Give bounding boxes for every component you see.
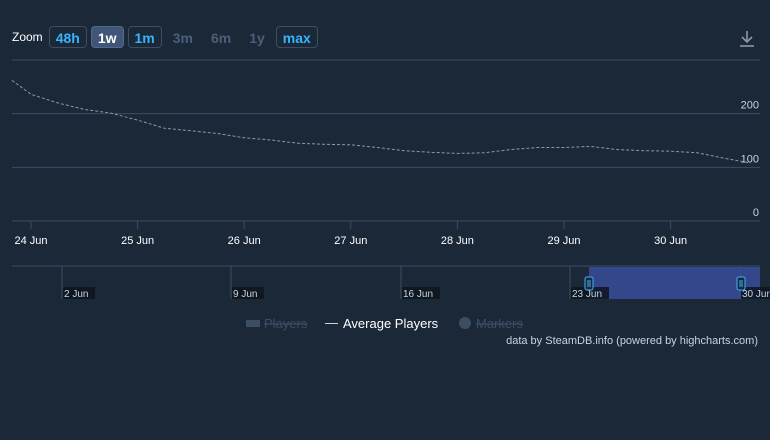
y-tick-label-100: 100 [741, 153, 759, 165]
legend-item-players[interactable]: Players [246, 316, 308, 331]
x-tick-label: 25 Jun [121, 235, 154, 247]
x-axis: 24 Jun 25 Jun 26 Jun 27 Jun 28 Jun 29 Jun 30 J… [14, 221, 687, 247]
zoom-button-1y[interactable]: 1y [249, 30, 265, 46]
data-point [350, 144, 352, 146]
data-point [377, 147, 379, 149]
data-point [510, 149, 512, 151]
navigator-label-bg [571, 287, 609, 299]
navigator-selection [589, 267, 760, 299]
data-point [110, 112, 112, 114]
x-tick-label: 30 Jun [654, 235, 687, 247]
legend: Players Average Players Markers [246, 316, 523, 331]
navigator-tick-label: 30 Jun [742, 289, 770, 300]
data-point [164, 127, 166, 129]
zoom-bar: Zoom 48h 1w 1m 3m 6m 1y max [12, 25, 322, 49]
navigator-label-bg [63, 287, 95, 299]
navigator: 2 Jun 9 Jun 16 Jun 23 Jun 30 Jun [12, 265, 770, 300]
zoom-label: Zoom [12, 30, 43, 44]
download-icon[interactable] [736, 28, 758, 50]
data-point [137, 119, 139, 121]
y-axis-labels: 0 100 200 [741, 100, 759, 219]
navigator-label-bg [402, 287, 440, 299]
legend-symbol-markers [459, 317, 471, 329]
data-point [697, 152, 699, 154]
navigator-handle[interactable] [584, 276, 594, 291]
data-point [297, 142, 299, 144]
data-point [270, 139, 272, 141]
data-point [563, 147, 565, 149]
legend-label-average-players: Average Players [343, 316, 439, 331]
data-point [617, 149, 619, 151]
y-tick-label-0: 0 [753, 207, 759, 219]
navigator-tick-label: 2 Jun [64, 289, 88, 300]
zoom-button-6m[interactable]: 6m [210, 30, 232, 46]
data-point [723, 157, 725, 159]
series-line-average-players [11, 79, 751, 164]
legend-item-average-players[interactable]: Average Players [325, 316, 439, 331]
data-point [323, 144, 325, 146]
data-point [217, 133, 219, 135]
legend-label-markers: Markers [476, 316, 523, 331]
data-point [483, 152, 485, 154]
x-tick-label: 24 Jun [14, 235, 47, 247]
zoom-button-1m[interactable]: 1m [127, 26, 162, 48]
y-tick-label-200: 200 [741, 100, 759, 112]
data-point [457, 153, 459, 155]
navigator-handle-body [584, 276, 594, 291]
navigator-tick-label: 23 Jun [572, 289, 602, 300]
data-point [403, 150, 405, 152]
navigator-tick-label: 9 Jun [233, 289, 257, 300]
navigator-label-bg [232, 287, 264, 299]
series-layer [11, 79, 752, 164]
navigator-handle[interactable] [736, 276, 746, 291]
data-point [643, 150, 645, 152]
data-point [190, 130, 192, 132]
zoom-button-1w[interactable]: 1w [90, 26, 124, 48]
zoom-button-48h[interactable]: 48h [48, 26, 87, 48]
data-point [430, 152, 432, 154]
data-point [57, 102, 59, 104]
data-point [30, 94, 32, 96]
data-point [537, 147, 539, 149]
zoom-button-3m[interactable]: 3m [172, 30, 193, 46]
legend-item-markers[interactable]: Markers [459, 316, 523, 331]
data-point [11, 80, 13, 82]
x-tick-label: 28 Jun [441, 235, 474, 247]
legend-label-players: Players [264, 316, 308, 331]
x-tick-label: 29 Jun [547, 235, 580, 247]
navigator-tick-label: 16 Jun [403, 289, 433, 300]
x-tick-label: 26 Jun [228, 235, 261, 247]
grid-lines [12, 59, 760, 222]
data-point [243, 137, 245, 139]
credits-text[interactable]: data by SteamDB.info (powered by highcha… [506, 335, 758, 347]
navigator-handle-body [736, 276, 746, 291]
zoom-button-group: 48h 1w 1m 3m 6m 1y max [48, 26, 322, 48]
zoom-button-max[interactable]: max [275, 26, 318, 48]
navigator-label-bg [741, 287, 770, 299]
data-point [670, 150, 672, 152]
data-point [590, 146, 592, 148]
x-tick-label: 27 Jun [334, 235, 367, 247]
data-point [84, 109, 86, 111]
legend-symbol-players [246, 320, 260, 327]
data-point [750, 162, 752, 164]
